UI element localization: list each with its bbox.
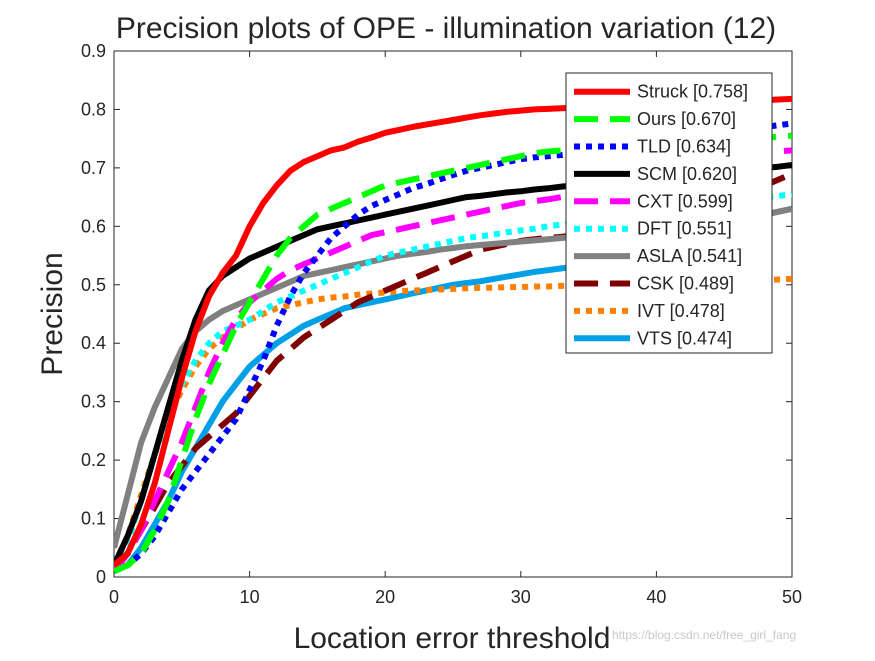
- legend: Struck [0.758] Ours [0.670] TLD [0.634] SCM…: [565, 72, 773, 354]
- legend-item: VTS [0.474]: [574, 328, 732, 348]
- legend-label: Struck [0.758]: [637, 82, 748, 102]
- y-tick-label: 0.8: [81, 99, 106, 119]
- x-tick-label: 50: [782, 587, 802, 607]
- x-tick-label: 40: [646, 587, 666, 607]
- legend-label: CSK [0.489]: [637, 274, 734, 294]
- legend-label: VTS [0.474]: [637, 328, 732, 348]
- legend-label: CXT [0.599]: [637, 191, 733, 211]
- legend-item: TLD [0.634]: [574, 137, 731, 157]
- y-tick-label: 0.9: [81, 41, 106, 61]
- legend-item: SCM [0.620]: [574, 164, 737, 184]
- x-tick-label: 0: [109, 587, 119, 607]
- legend-item: ASLA [0.541]: [574, 246, 742, 266]
- legend-item: Struck [0.758]: [574, 82, 748, 102]
- legend-label: DFT [0.551]: [637, 219, 732, 239]
- y-tick-label: 0.5: [81, 275, 106, 295]
- legend-item: CXT [0.599]: [574, 191, 733, 211]
- x-tick-label: 20: [375, 587, 395, 607]
- legend-label: SCM [0.620]: [637, 164, 737, 184]
- legend-item: DFT [0.551]: [574, 219, 732, 239]
- legend-label: IVT [0.478]: [637, 301, 725, 321]
- chart-title: Precision plots of OPE - illumination va…: [116, 12, 776, 45]
- y-tick-label: 0.2: [81, 450, 106, 470]
- series-line-ours: [114, 132, 792, 574]
- y-axis-label: Precision: [36, 252, 69, 375]
- y-tick-label: 0.4: [81, 333, 106, 353]
- legend-label: ASLA [0.541]: [637, 246, 742, 266]
- legend-item: Ours [0.670]: [574, 109, 736, 129]
- legend-label: Ours [0.670]: [637, 109, 736, 129]
- legend-item: CSK [0.489]: [574, 274, 734, 294]
- x-tick-label: 10: [240, 587, 260, 607]
- legend-box: [565, 72, 773, 354]
- x-axis-label: Location error threshold: [294, 622, 611, 655]
- legend-item: IVT [0.478]: [574, 301, 725, 321]
- legend-label: TLD [0.634]: [637, 137, 731, 157]
- y-tick-label: 0.3: [81, 392, 106, 412]
- y-tick-label: 0.7: [81, 158, 106, 178]
- y-tick-label: 0.6: [81, 216, 106, 236]
- y-tick-label: 0: [96, 567, 106, 587]
- x-tick-label: 30: [511, 587, 531, 607]
- y-tick-label: 0.1: [81, 509, 106, 529]
- watermark: https://blog.csdn.net/free_girl_fang: [612, 628, 797, 642]
